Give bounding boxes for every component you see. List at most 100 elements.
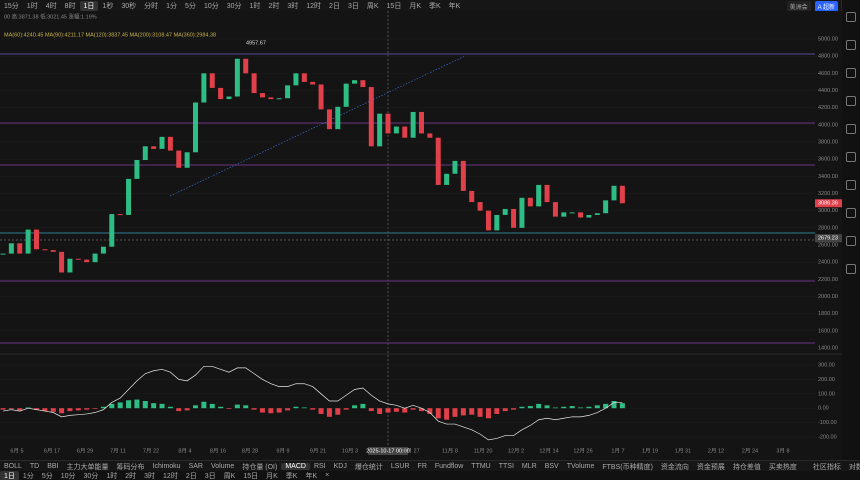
indicator-tab[interactable]: FTBS(币种精度): [602, 463, 653, 471]
timeframe-button[interactable]: 1分: [166, 2, 178, 10]
macd-bar: [167, 406, 173, 409]
y-tick-label: 2200.00: [818, 277, 838, 283]
timeframe-button[interactable]: 1时: [106, 472, 118, 480]
macd-bar: [193, 405, 199, 409]
macd-bar: [377, 408, 383, 414]
candle: [167, 136, 173, 151]
timeframe-button[interactable]: 5分: [185, 2, 196, 10]
timeframe-button[interactable]: 12时: [306, 2, 322, 10]
timeframe-button[interactable]: 月K: [409, 2, 421, 10]
timeframe-button[interactable]: 10分: [203, 2, 219, 10]
indicator-tab[interactable]: TVolume: [566, 463, 595, 470]
indicator-tab[interactable]: Ichimoku: [152, 463, 181, 470]
timeframe-button[interactable]: 10分: [60, 472, 76, 480]
macd-bar: [427, 408, 433, 414]
timeframe-button[interactable]: 12时: [163, 472, 178, 480]
timeframe-button[interactable]: 分时: [144, 2, 159, 10]
x-tick-label: 6月 29: [77, 447, 93, 454]
timeframe-button[interactable]: 15分: [4, 2, 19, 10]
timeframe-button[interactable]: 15日: [243, 472, 259, 480]
indicator-option[interactable]: 对数: [848, 463, 860, 471]
timeframe-button[interactable]: 30分: [83, 472, 99, 480]
timeframe-button[interactable]: 1日: [79, 0, 99, 11]
timeframe-button[interactable]: 2时: [268, 2, 280, 10]
candle: [536, 184, 542, 207]
indicator-tab[interactable]: RSI: [313, 463, 326, 470]
indicator-tab[interactable]: MLR: [521, 463, 537, 470]
indicator-tab[interactable]: BOLL: [4, 463, 22, 470]
indicator-tab[interactable]: 主力大单能量: [66, 463, 109, 471]
macd-bar: [134, 399, 140, 409]
timeframe-button[interactable]: 季K: [429, 2, 441, 10]
timeframe-button[interactable]: 2日: [329, 2, 340, 10]
timeframe-button[interactable]: 5分: [41, 472, 53, 480]
indicator-tab[interactable]: TTMU: [471, 463, 491, 470]
timeframe-button[interactable]: 1日: [0, 470, 19, 480]
macd-bar: [276, 408, 282, 413]
x-tick-label: 2月 12: [708, 447, 724, 454]
indicator-tab[interactable]: Fundflow: [434, 463, 464, 470]
x-tick-label: 12月 14: [539, 447, 558, 454]
indicator-tab[interactable]: LSUR: [390, 463, 410, 470]
indicator-tab[interactable]: BSV: [544, 463, 559, 470]
timeframe-button[interactable]: 30分: [226, 2, 242, 10]
timeframe-button[interactable]: 年K: [448, 2, 461, 10]
timeframe-button[interactable]: 1时: [249, 2, 261, 10]
timeframe-button[interactable]: 年K: [305, 472, 318, 480]
indicator-tab[interactable]: 爆仓统计: [354, 463, 383, 471]
x-tick-label: 10月 3: [342, 447, 358, 454]
timeframe-button[interactable]: 15日: [386, 2, 402, 10]
top-button[interactable]: A 超新: [814, 1, 838, 12]
indicator-tab[interactable]: FR: [417, 463, 427, 470]
cross-price-box: [815, 234, 842, 243]
indicator-tab[interactable]: MACD: [281, 463, 310, 470]
indicator-tab[interactable]: KDJ: [333, 463, 347, 470]
y-tick-label: 5000.00: [818, 36, 838, 42]
indicator-bar: BOLL TD BBI 主力大单能量 筹码分布 Ichimoku SAR Volume 持仓量 …: [0, 460, 860, 472]
timeframe-button[interactable]: 8时: [64, 2, 76, 10]
y-tick-label: 2400.00: [818, 260, 838, 266]
x-tick-label: 9月 9: [276, 447, 289, 454]
high-label: 4957.67: [246, 40, 266, 46]
timeframe-button[interactable]: 1时: [26, 2, 38, 10]
timeframe-button[interactable]: 3时: [144, 472, 156, 480]
x-tick-label: 6月 5: [10, 447, 23, 454]
indicator-tab[interactable]: Volume: [210, 463, 235, 470]
timeframe-button[interactable]: 3时: [287, 2, 299, 10]
candle: [209, 73, 215, 88]
timeframe-button[interactable]: 周K: [223, 472, 236, 480]
macd-bar: [536, 403, 542, 409]
timeframe-button[interactable]: 1分: [22, 472, 34, 480]
macd-bar: [59, 408, 65, 414]
candle: [25, 229, 31, 254]
candle: [268, 97, 274, 100]
indicator-option[interactable]: 社区指标: [812, 463, 841, 471]
candle: [184, 152, 190, 168]
timeframe-button[interactable]: 30秒: [121, 2, 137, 10]
indicator-tab[interactable]: 资金预展: [696, 463, 725, 471]
timeframe-button[interactable]: 周K: [366, 2, 379, 10]
timeframe-button[interactable]: 1秒: [102, 2, 114, 10]
timeframe-button[interactable]: 2时: [125, 472, 137, 480]
x-tick-label: 11月 20: [474, 447, 493, 454]
timeframe-button[interactable]: 4时: [45, 2, 57, 10]
indicator-tab[interactable]: 持仓差值: [732, 463, 761, 471]
top-button[interactable]: 美洲会: [786, 1, 811, 12]
candle: [552, 202, 558, 217]
indicator-tab[interactable]: 资金流向: [660, 463, 689, 471]
indicator-tab[interactable]: 持仓量 (OI): [242, 463, 278, 471]
timeframe-button[interactable]: 月K: [266, 472, 278, 480]
indicator-tab[interactable]: TTSI: [498, 463, 514, 470]
indicator-tab[interactable]: 买卖热度: [768, 463, 797, 471]
indicator-tab[interactable]: 筹码分布: [116, 463, 145, 471]
macd-bar: [25, 407, 31, 409]
indicator-tab[interactable]: BBI: [47, 463, 59, 470]
indicator-tab[interactable]: SAR: [188, 463, 203, 470]
timeframe-button[interactable]: 3日: [204, 472, 216, 480]
timeframe-button[interactable]: ×: [325, 472, 330, 479]
timeframe-button[interactable]: 2日: [185, 472, 197, 480]
timeframe-button[interactable]: 3日: [347, 2, 359, 10]
indicator-tab[interactable]: TD: [29, 463, 40, 470]
timeframe-button[interactable]: 季K: [285, 472, 298, 480]
macd-bar: [352, 405, 358, 409]
